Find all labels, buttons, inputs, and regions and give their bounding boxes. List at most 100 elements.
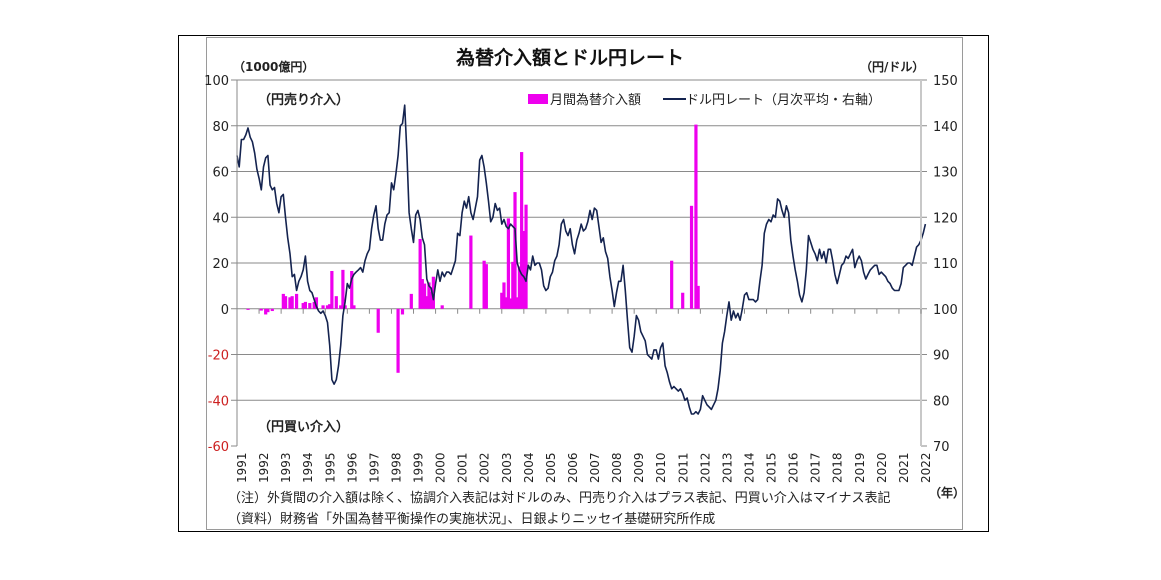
x-axis-year-label: 2006 — [566, 452, 580, 483]
yen-selling-annotation: （円売り介入） — [258, 92, 349, 108]
intervention-bar — [334, 296, 338, 309]
intervention-bar — [469, 235, 473, 309]
intervention-bar — [689, 205, 694, 309]
intervention-bar — [303, 301, 307, 309]
x-axis-year-label: 2014 — [742, 452, 756, 483]
x-axis-year-label: 2004 — [522, 452, 536, 483]
x-axis-year-label: 2007 — [588, 452, 602, 483]
intervention-bar — [506, 218, 510, 309]
left-axis-tick-label: -20 — [208, 349, 229, 364]
intervention-bar — [270, 308, 274, 312]
intervention-bar — [409, 293, 413, 309]
chart-title: 為替介入額とドル円レート — [456, 46, 684, 69]
x-axis-year-label: 1995 — [323, 452, 337, 483]
intervention-bar — [420, 279, 424, 309]
intervention-bar — [294, 293, 299, 309]
left-axis-tick-label: 100 — [204, 74, 229, 89]
intervention-bar — [350, 271, 354, 309]
x-axis-year-label: 2009 — [632, 452, 646, 483]
x-axis-year-label: 2001 — [456, 452, 470, 483]
intervention-bar — [422, 283, 427, 309]
x-axis-year-label: 1997 — [367, 452, 381, 483]
intervention-bar — [396, 308, 400, 373]
x-axis-year-label: 2005 — [544, 452, 558, 483]
right-axis-tick-label: 150 — [933, 74, 958, 89]
left-axis-tick-label: 0 — [221, 303, 229, 318]
x-axis-year-label: 1999 — [412, 452, 426, 483]
yen-buying-annotation: （円買い介入） — [258, 419, 349, 435]
x-axis-year-label: 1998 — [389, 452, 403, 483]
intervention-bar — [246, 308, 250, 310]
right-axis-tick-label: 90 — [933, 349, 950, 364]
x-axis-year-label: 2010 — [654, 452, 668, 483]
x-axis-year-label: 2011 — [676, 452, 690, 483]
intervention-bar — [301, 303, 305, 309]
x-axis-year-label: 1993 — [279, 452, 293, 483]
intervention-bar — [694, 124, 698, 309]
intervention-bar — [425, 296, 429, 309]
intervention-bar — [515, 297, 519, 309]
x-axis-unit: （年） — [929, 485, 965, 500]
intervention-bar — [341, 269, 345, 309]
x-axis-year-label: 1996 — [345, 452, 359, 483]
intervention-bar — [502, 282, 506, 309]
chart-area-frame — [206, 37, 963, 530]
intervention-bar — [431, 276, 435, 309]
intervention-bar — [504, 297, 508, 309]
right-axis-tick-label: 70 — [933, 440, 950, 455]
right-axis-tick-label: 130 — [933, 166, 958, 181]
intervention-bar — [352, 305, 356, 309]
intervention-bar — [513, 192, 517, 309]
right-axis-tick-label: 100 — [933, 303, 958, 318]
figure-outer-frame — [178, 35, 989, 532]
intervention-bar — [520, 152, 524, 309]
usdjpy-line-series — [236, 104, 927, 415]
x-axis-year-label: 2003 — [500, 452, 514, 483]
legend-line-label: ドル円レート（月次平均・右軸） — [686, 92, 881, 108]
intervention-bar — [281, 293, 285, 309]
right-axis-tick-label: 110 — [933, 257, 958, 272]
x-axis-year-label: 2019 — [853, 452, 867, 483]
intervention-bar — [681, 292, 685, 309]
x-axis-year-label: 2002 — [478, 452, 492, 483]
x-axis-year-label: 1994 — [301, 452, 315, 483]
intervention-bar — [314, 297, 319, 309]
x-axis-year-label: 1991 — [235, 452, 249, 483]
intervention-bar — [290, 296, 294, 309]
source-line: （資料）財務省「外国為替平衡操作の実施状況」、日銀よりニッセイ基礎研究所作成 — [228, 511, 715, 527]
right-axis-unit: （円/ドル） — [860, 59, 924, 74]
right-axis-tick-label: 80 — [933, 394, 950, 409]
intervention-bar — [330, 271, 334, 309]
x-axis-year-label: 2012 — [698, 452, 712, 483]
left-axis-tick-label: 60 — [212, 166, 229, 181]
x-axis-year-label: 2016 — [787, 452, 801, 483]
legend-bar-swatch — [528, 94, 548, 104]
intervention-bar — [376, 308, 380, 333]
x-axis-year-label: 2013 — [720, 452, 734, 483]
intervention-bar — [418, 238, 422, 309]
intervention-bar — [522, 230, 526, 309]
intervention-bars — [246, 124, 700, 373]
intervention-bar — [308, 303, 312, 309]
left-axis-unit: （1000億円） — [233, 59, 314, 74]
x-axis-year-label: 1992 — [257, 452, 271, 483]
intervention-bar — [427, 282, 431, 309]
left-axis-tick-label: 80 — [212, 120, 229, 135]
gridlines — [231, 79, 921, 447]
x-axis-year-label: 2017 — [809, 452, 823, 483]
left-axis-tick-label: 40 — [212, 211, 229, 226]
intervention-bar — [343, 305, 347, 309]
intervention-bar — [400, 308, 405, 315]
right-axis-tick-label: 140 — [933, 120, 958, 135]
x-axis-year-label: 2020 — [875, 452, 889, 483]
intervention-bar — [511, 261, 515, 309]
right-axis-tick-label: 120 — [933, 211, 958, 226]
intervention-bar — [264, 308, 268, 315]
intervention-bar — [440, 305, 444, 309]
left-axis-tick-label: -60 — [208, 440, 229, 455]
x-axis-year-label: 2008 — [610, 452, 624, 483]
intervention-bar — [325, 305, 330, 309]
note-line: （注）外貨間の介入額は除く、協調介入表記は対ドルのみ、円売り介入はプラス表記、円… — [228, 490, 890, 506]
intervention-bar — [509, 298, 513, 309]
